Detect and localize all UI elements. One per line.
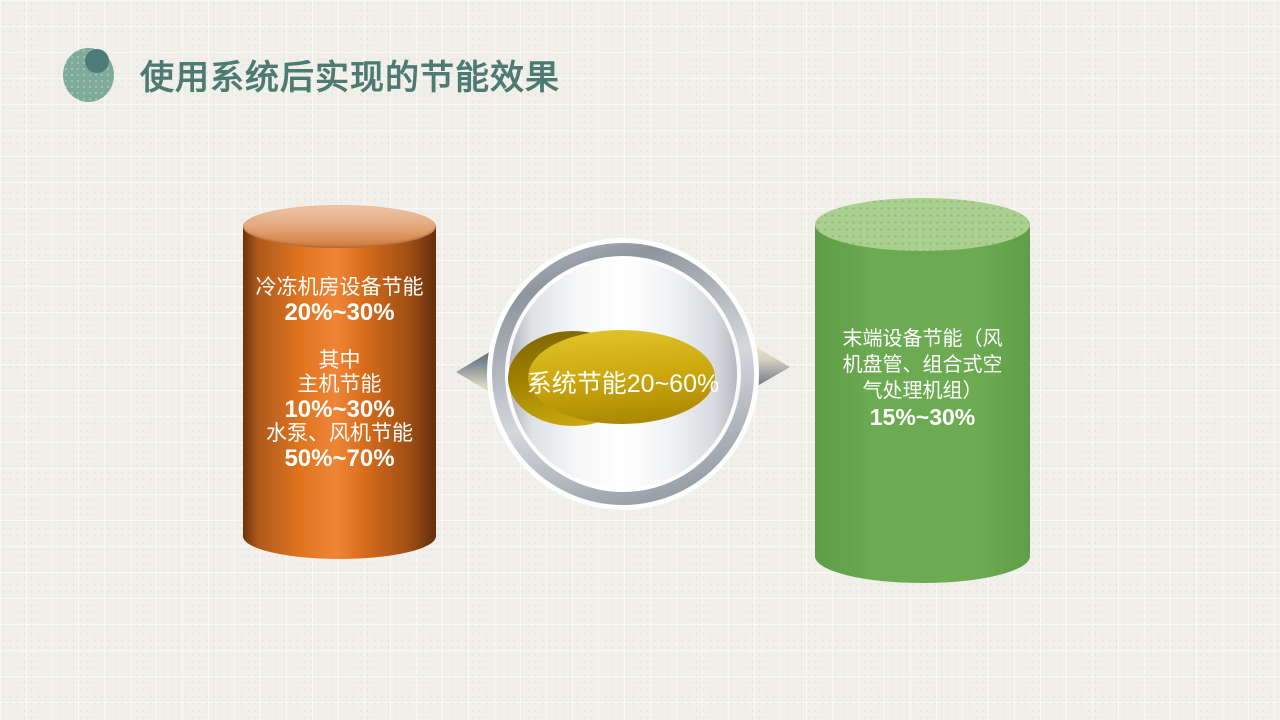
orange-line-equipment-pct: 20%~30% — [284, 299, 395, 326]
orange-cylinder-top-ellipse — [243, 205, 436, 248]
green-cylinder-body — [815, 224, 1030, 583]
orange-cylinder-textblock: 冷冻机房设备节能 20%~30% 其中 主机节能 10%~30% 水泵、风机节能… — [243, 276, 436, 471]
gold-ellipse-front — [528, 330, 715, 424]
green-line-terminal-2: 机盘管、组合式空 — [842, 354, 1003, 376]
page-title: 使用系统后实现的节能效果 — [140, 59, 560, 97]
green-cylinder-textblock: 末端设备节能（风 机盘管、组合式空 气处理机组） 15%~30% — [818, 326, 1027, 431]
green-line-terminal-pct: 15%~30% — [869, 404, 976, 430]
orange-line-host: 主机节能 — [297, 373, 382, 396]
green-cylinder-top-ellipse — [815, 198, 1030, 251]
orange-line-among: 其中 — [318, 349, 361, 372]
orange-line-host-pct: 10%~30% — [284, 396, 395, 423]
orange-cylinder-body — [243, 226, 436, 559]
orange-line-pump-fan: 水泵、风机节能 — [266, 422, 413, 445]
orange-line-equipment: 冷冻机房设备节能 — [255, 276, 424, 299]
green-line-terminal-3: 气处理机组） — [862, 380, 983, 402]
green-line-terminal-1: 末端设备节能（风 — [842, 328, 1003, 350]
decor-circle-dark-icon — [85, 49, 109, 73]
orange-line-pump-fan-pct: 50%~70% — [284, 445, 395, 472]
orange-line-spacer — [243, 325, 436, 349]
system-saving-label: 系统节能20~60% — [526, 370, 720, 398]
